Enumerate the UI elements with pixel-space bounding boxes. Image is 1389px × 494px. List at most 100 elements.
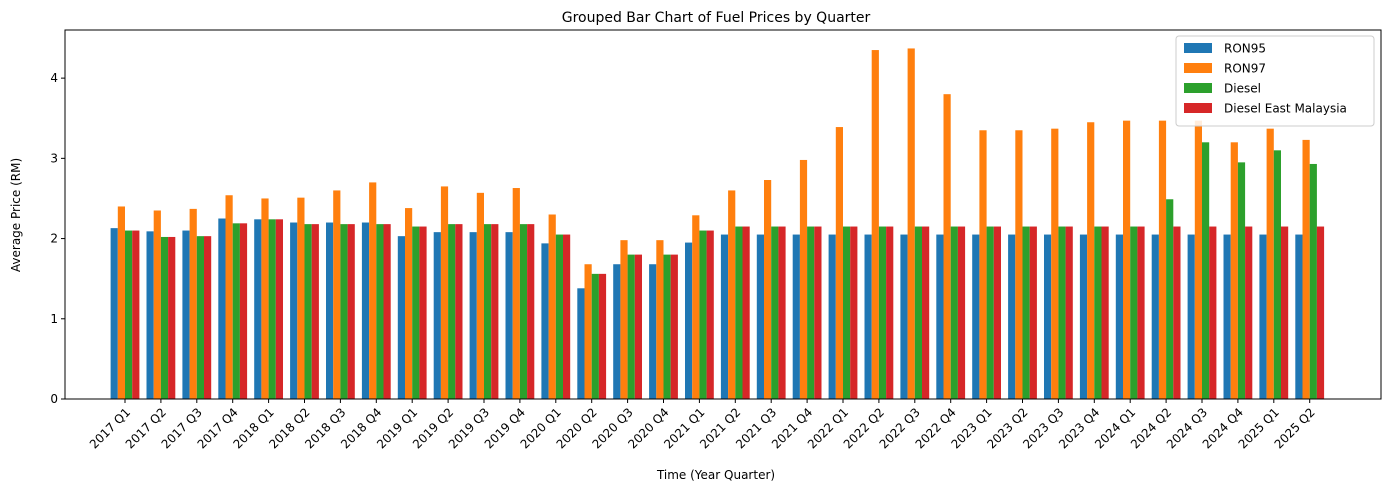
bar <box>297 197 305 399</box>
bar <box>943 94 951 399</box>
bar <box>189 208 197 399</box>
bar <box>1094 226 1102 399</box>
bar <box>771 226 779 399</box>
bar <box>900 234 908 399</box>
bar <box>720 234 729 399</box>
bar <box>878 226 887 399</box>
bar <box>512 188 520 399</box>
legend-label: RON97 <box>1224 62 1266 76</box>
bar <box>563 234 571 399</box>
bar <box>340 224 348 399</box>
bar <box>369 182 377 399</box>
bar <box>1187 234 1195 399</box>
bar <box>1101 226 1109 399</box>
y-tick-label: 2 <box>50 232 58 246</box>
bar <box>153 210 161 399</box>
bar <box>591 273 599 399</box>
bar <box>1130 226 1138 399</box>
bar <box>311 224 319 399</box>
bar <box>419 226 427 399</box>
bar <box>239 223 248 399</box>
bar <box>519 224 528 399</box>
bar <box>850 226 858 399</box>
bars-layer <box>110 48 1325 400</box>
bar <box>1237 162 1246 399</box>
legend: RON95 RON97 Diesel Diesel East Malaysia <box>1175 35 1375 127</box>
y-axis-label: Average Price (RM) <box>9 158 23 272</box>
bar <box>1259 234 1267 399</box>
bar <box>383 224 391 399</box>
bar <box>196 236 204 399</box>
bar <box>412 226 420 399</box>
bar <box>764 180 772 399</box>
bar <box>993 226 1001 399</box>
bar <box>1029 226 1037 399</box>
bar <box>1202 142 1210 399</box>
bar <box>807 226 815 399</box>
bar <box>405 208 413 399</box>
bar <box>986 226 994 399</box>
bar <box>1022 226 1030 399</box>
bar <box>656 240 664 399</box>
bar <box>814 226 822 399</box>
bar <box>1123 120 1131 399</box>
bar <box>1223 234 1231 399</box>
bar <box>117 206 125 399</box>
bar <box>1316 226 1325 399</box>
bar <box>843 226 851 399</box>
bar <box>347 224 355 399</box>
bar <box>728 190 736 399</box>
bar <box>1008 234 1016 399</box>
bar <box>261 198 269 399</box>
bar <box>792 234 800 399</box>
legend-label: Diesel <box>1224 82 1261 96</box>
bar <box>275 219 283 399</box>
bar <box>1158 120 1167 399</box>
bar <box>634 254 642 399</box>
bar <box>828 234 836 399</box>
bar <box>864 234 872 399</box>
bar-series-2 <box>125 142 1317 399</box>
chart-title: Grouped Bar Chart of Fuel Prices by Quar… <box>562 10 871 26</box>
bar <box>1273 150 1281 399</box>
bar <box>1051 128 1059 399</box>
bar <box>440 186 449 399</box>
y-tick-label: 0 <box>50 392 58 406</box>
bar <box>914 226 922 399</box>
bar <box>376 224 384 399</box>
bar <box>706 230 714 399</box>
y-tick-label: 3 <box>50 151 58 165</box>
bar <box>742 226 750 399</box>
bar <box>1151 234 1159 399</box>
bar <box>548 214 556 399</box>
bar <box>1230 142 1238 399</box>
bar <box>871 50 879 399</box>
bar-series-3 <box>132 219 1325 399</box>
bar <box>182 230 190 399</box>
bar <box>979 130 987 400</box>
bar <box>1309 163 1317 399</box>
bar <box>692 215 700 399</box>
y-tick-label: 4 <box>50 71 58 85</box>
legend-swatch <box>1184 103 1212 113</box>
bar <box>232 223 240 399</box>
bar <box>326 222 334 399</box>
bar <box>1079 234 1088 399</box>
bar <box>799 159 808 399</box>
bar <box>146 231 154 399</box>
bar <box>670 254 678 399</box>
bar <box>125 230 133 399</box>
bar-series-0 <box>110 218 1303 399</box>
bar <box>907 48 915 399</box>
bar-series-1 <box>117 48 1310 400</box>
bar <box>613 264 621 399</box>
bar <box>957 226 966 399</box>
bar <box>225 195 233 399</box>
bar <box>1281 226 1289 399</box>
bar <box>455 224 463 399</box>
bar <box>204 236 212 399</box>
bar <box>685 242 693 399</box>
bar <box>433 232 441 399</box>
bar <box>922 226 930 399</box>
